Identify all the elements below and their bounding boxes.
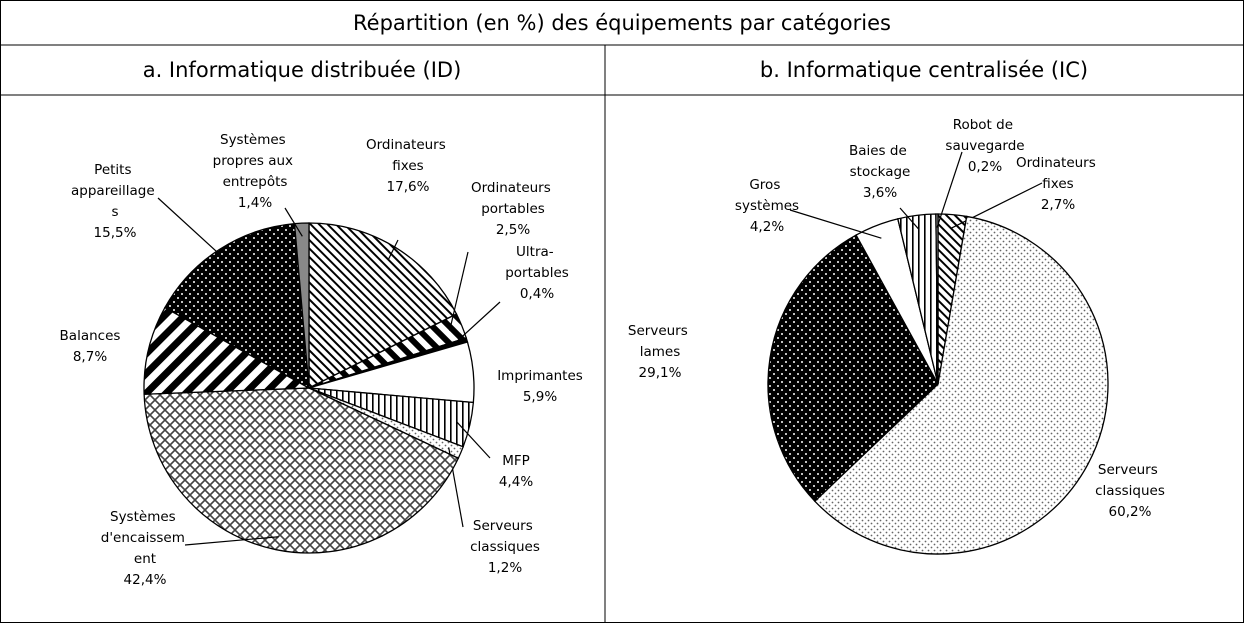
pie-slice [143,387,460,554]
slice-label: MFP [502,453,530,469]
slice-label: Ordinateurs fixes [1016,155,1100,192]
slice-label: Ordinateurs portables [471,180,555,217]
slice-value-label: 8,7% [73,349,107,365]
slice-value-label: 4,4% [499,474,533,490]
slice-label: Ultra- portables [505,244,569,281]
slice-value-label: 4,2% [750,219,784,235]
slice-label: Serveurs classiques [1095,462,1165,499]
leader-line [453,301,501,345]
slice-value-label: 3,6% [863,185,897,201]
leader-line [456,421,491,459]
slice-value-label: 42,4% [124,572,167,588]
pie-slice [813,215,1109,555]
slice-label: Baies de stockage [849,143,911,180]
leader-line [157,197,227,262]
slice-value-label: 17,6% [387,179,430,195]
leader-line [184,536,279,546]
leader-line [950,182,1043,229]
slice-value-label: 29,1% [639,365,682,381]
slice-label: Balances [60,328,121,344]
slice-label: Serveurs classiques [470,518,540,555]
slice-label: Systèmes propres aux entrepôts [213,132,298,190]
slice-label: Petits appareillage s [71,162,159,220]
slice-value-label: 1,2% [488,560,522,576]
slice-value-label: 2,5% [496,222,530,238]
panel-title: b. Informatique centralisée (IC) [760,58,1088,82]
pie-slice [164,222,310,390]
leader-line [789,209,882,239]
slice-value-label: 1,4% [238,195,272,211]
slice-value-label: 2,7% [1041,197,1075,213]
pie-slice [308,222,458,390]
slice-value-label: 0,2% [968,159,1002,175]
slice-value-label: 15,5% [94,225,137,241]
slice-label: Robot de sauvegarde [945,117,1024,154]
slice-label: Gros systèmes [735,177,799,214]
pie-slice [143,306,312,395]
leader-line [284,207,303,237]
leader-line [899,207,919,230]
leader-line [388,239,399,260]
slice-value-label: 0,4% [520,286,554,302]
panel-title: a. Informatique distribuée (ID) [143,58,462,82]
slice-value-label: 60,2% [1109,504,1152,520]
slice-label: Systèmes d'encaissem ent [101,509,189,567]
slice-value-label: 5,9% [523,389,557,405]
slice-label: Ordinateurs fixes [366,137,450,174]
slice-label: Imprimantes [497,368,583,384]
slice-label: Serveurs lames [628,323,692,360]
pie-slice [935,213,939,385]
pie-slice [767,234,939,503]
leader-line [936,151,963,228]
table-title: Répartition (en %) des équipements par c… [353,11,891,35]
leader-line [449,251,469,331]
